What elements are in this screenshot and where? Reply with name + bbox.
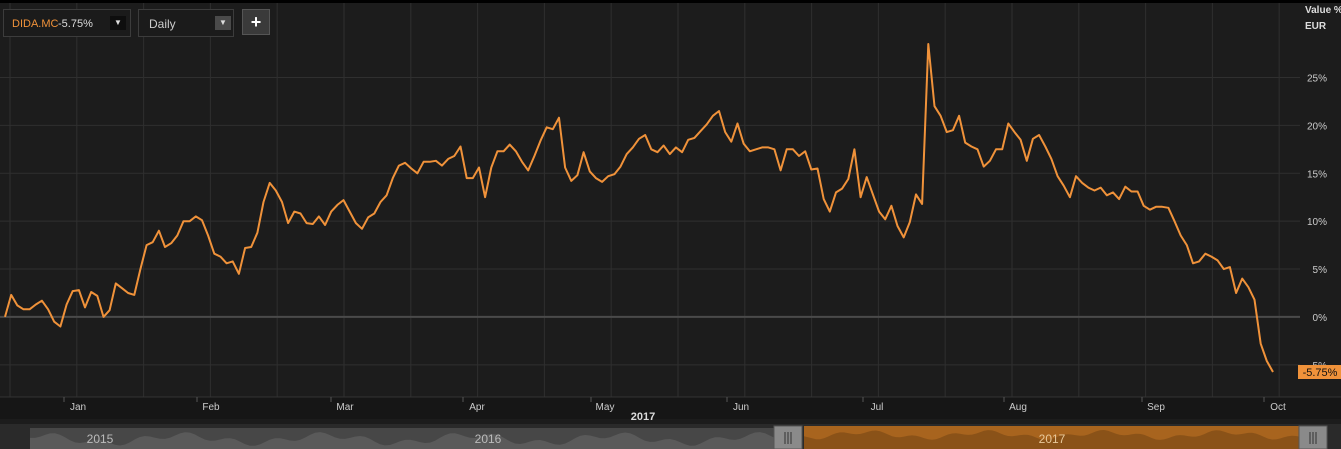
x-tick-label: Mar [336,402,354,413]
series-line-dida [4,43,1274,373]
navigator[interactable]: 2015 2016 2017 [0,424,1341,449]
x-tick-label: Apr [469,402,485,413]
y-tick-label: 20% [1307,121,1327,132]
x-tick-label: Jan [70,402,86,413]
plus-icon[interactable]: + [242,9,270,35]
navigator-year-2016: 2016 [475,432,502,446]
navigator-year-2017: 2017 [1039,432,1066,446]
y-tick-label: 25% [1307,74,1327,85]
x-axis-year-label: 2017 [631,411,655,423]
x-tick-label: May [596,402,615,413]
navigator-year-2015: 2015 [87,432,114,446]
last-value-label: -5.75% [1303,367,1338,379]
ticker-selector[interactable]: DIDA.MC -5.75% ▼ [3,9,131,37]
x-tick-label: Aug [1009,402,1027,413]
y-tick-label: 15% [1307,169,1327,180]
x-tick-label: Jun [733,402,749,413]
y-tick-label: 10% [1307,217,1327,228]
navigator-sparkline [30,432,775,449]
last-value-badge: -5.75% [1298,365,1341,379]
series-layer [4,43,1274,373]
y-axis-header: Value % [1305,5,1341,16]
interval-label: Daily [149,17,176,31]
triangle-down-icon[interactable]: ▼ [110,16,126,30]
x-tick-label: Jul [871,402,884,413]
navigator-right-handle[interactable] [1298,425,1328,449]
y-axis-unit: EUR [1305,21,1327,32]
x-tick-label: Oct [1270,402,1286,413]
interval-selector[interactable]: Daily ▼ [138,9,234,37]
navigator-selection-sparkline [804,430,1300,449]
x-axis: Jan Feb Mar Apr May Jun Jul Aug Sep Oct [63,397,1286,413]
x-tick-label: Sep [1147,402,1165,413]
y-tick-label: 5% [1313,265,1328,276]
x-tick-label: Feb [202,402,220,413]
triangle-down-icon[interactable]: ▼ [215,16,231,30]
ticker-symbol: DIDA.MC [12,18,59,30]
navigator-left-handle[interactable] [773,425,803,449]
ticker-change: -5.75% [58,18,93,30]
y-tick-label: 0% [1313,313,1328,324]
